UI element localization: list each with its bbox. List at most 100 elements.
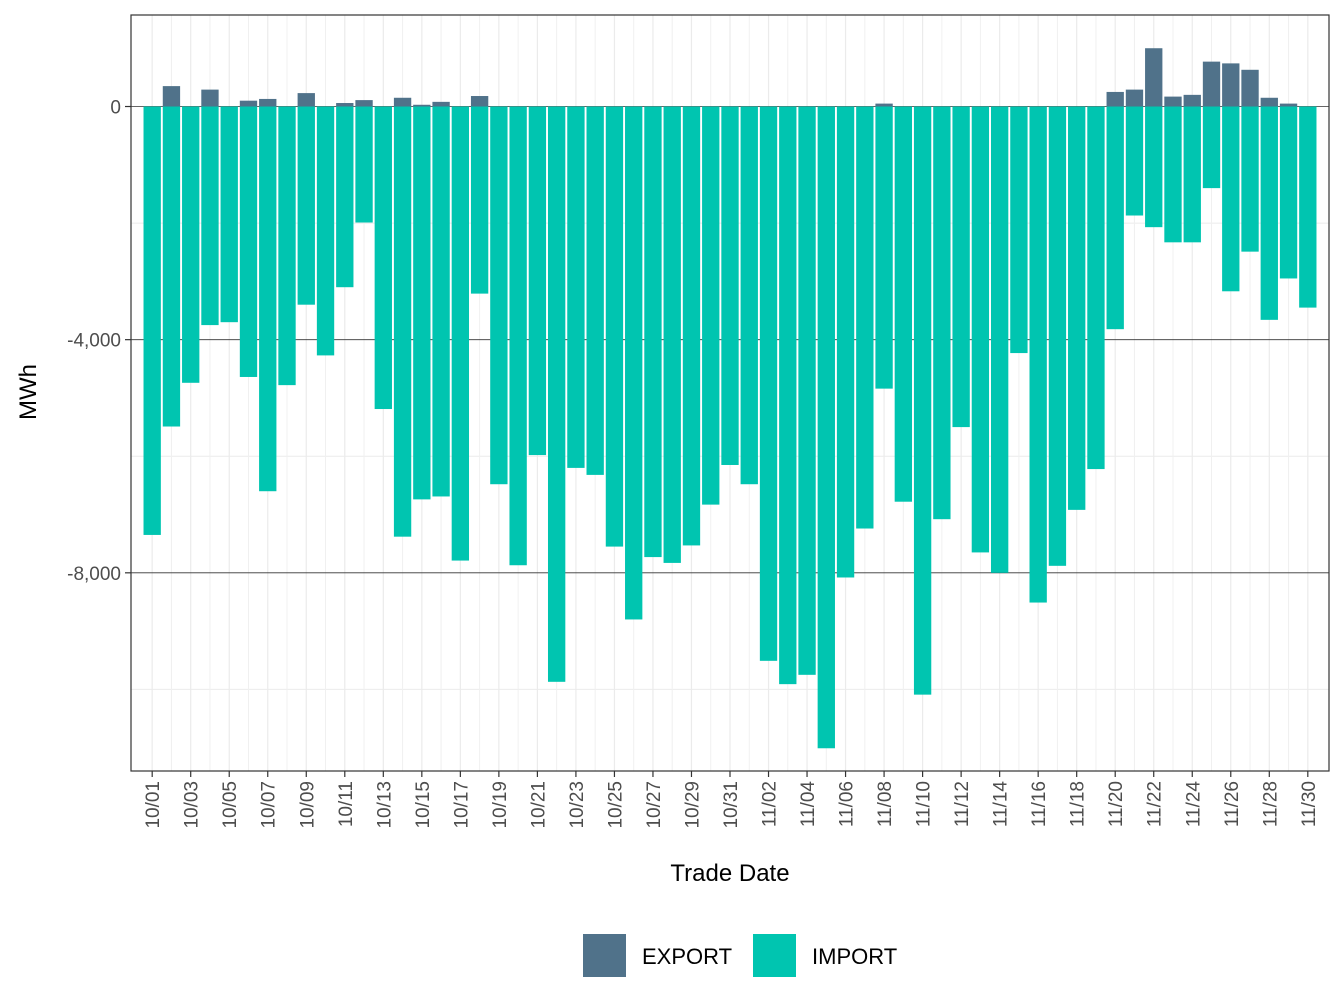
x-tick-label: 10/19 (490, 781, 511, 829)
x-tick-label: 11/24 (1183, 781, 1204, 828)
x-tick-label: 11/06 (837, 781, 858, 827)
bar-import-10-15 (413, 106, 431, 500)
bar-import-11-01 (740, 106, 758, 485)
x-tick-label: 10/25 (605, 781, 626, 829)
y-axis: 0 -4,000 -8,000 (67, 98, 131, 585)
x-tick-label: 10/31 (721, 781, 742, 829)
bar-import-11-12 (952, 106, 970, 428)
bar-import-11-08 (875, 106, 893, 389)
x-tick-label: 10/17 (451, 781, 472, 829)
bar-import-10-16 (432, 106, 450, 497)
bar-import-10-26 (625, 106, 643, 620)
x-tick-label: 11/16 (1029, 781, 1050, 827)
bar-import-11-29 (1279, 106, 1298, 279)
bar-import-11-21 (1125, 106, 1144, 216)
x-tick-label: 10/07 (259, 781, 280, 829)
bar-export-10-11 (336, 103, 354, 107)
bar-import-10-29 (682, 106, 701, 546)
bar-import-11-24 (1183, 106, 1201, 243)
bar-export-10-07 (259, 98, 277, 107)
bar-import-11-22 (1145, 106, 1163, 228)
bar-import-11-27 (1241, 106, 1259, 252)
bar-import-10-04 (201, 106, 219, 326)
x-tick-label: 10/29 (682, 781, 703, 829)
bar-import-10-10 (316, 106, 335, 356)
bar-export-11-08 (875, 103, 893, 107)
x-axis: 10/01 10/03 10/05 10/07 10/09 10/11 10/13 10/15… (143, 771, 1320, 829)
bar-import-11-28 (1260, 106, 1278, 320)
x-tick-label: 11/12 (952, 781, 973, 827)
bar-import-10-27 (644, 106, 662, 558)
x-tick-label: 10/13 (374, 781, 395, 829)
bar-import-10-25 (605, 106, 624, 547)
bar-import-10-30 (702, 106, 720, 505)
x-tick-label: 10/23 (567, 781, 588, 829)
x-tick-label: 11/22 (1145, 781, 1166, 827)
bar-import-10-12 (355, 106, 373, 223)
bar-export-10-14 (393, 97, 412, 107)
bar-import-10-18 (470, 106, 489, 294)
bar-export-11-23 (1164, 96, 1182, 107)
bar-import-11-19 (1087, 106, 1105, 470)
x-tick-label: 11/08 (875, 781, 896, 827)
bar-import-10-28 (663, 106, 681, 563)
bar-export-11-26 (1222, 63, 1240, 107)
bar-import-10-24 (586, 106, 604, 475)
bar-import-10-09 (297, 106, 315, 305)
bar-import-10-07 (259, 106, 277, 492)
x-tick-label: 11/28 (1260, 781, 1281, 827)
bar-import-10-06 (239, 106, 258, 377)
bar-import-11-03 (779, 106, 797, 685)
x-tick-label: 10/03 (182, 781, 203, 829)
bar-export-10-15 (413, 104, 431, 107)
bar-import-11-02 (759, 106, 778, 661)
bar-export-10-06 (239, 100, 258, 107)
bar-import-10-14 (393, 106, 412, 537)
export-series-bars (162, 48, 1298, 107)
bar-import-10-02 (162, 106, 181, 427)
bar-import-11-25 (1202, 106, 1221, 189)
bar-export-10-12 (355, 100, 373, 107)
bar-import-11-20 (1106, 106, 1124, 330)
legend-label-import: IMPORT (812, 944, 897, 969)
bar-export-10-02 (162, 86, 181, 107)
bar-import-10-05 (220, 106, 238, 323)
bar-import-10-23 (567, 106, 585, 468)
bar-export-11-29 (1279, 103, 1298, 107)
legend-swatch-import (753, 934, 796, 977)
bar-import-10-11 (336, 106, 354, 288)
bar-export-11-20 (1106, 91, 1124, 107)
bar-import-11-15 (1010, 106, 1028, 354)
bar-import-11-13 (971, 106, 990, 553)
x-axis-title: Trade Date (670, 860, 789, 887)
bar-import-10-19 (490, 106, 508, 485)
bar-import-10-21 (528, 106, 547, 456)
x-tick-label: 11/10 (914, 781, 935, 827)
bar-export-11-28 (1260, 97, 1278, 107)
x-tick-label: 11/14 (991, 781, 1012, 828)
x-tick-label: 11/04 (798, 781, 819, 828)
import-series-bars (143, 106, 1317, 749)
x-tick-label: 11/18 (1068, 781, 1089, 827)
bar-import-11-11 (933, 106, 951, 520)
bar-import-11-05 (817, 106, 835, 749)
x-tick-label: 11/02 (760, 781, 781, 827)
x-tick-label: 11/30 (1299, 781, 1320, 827)
bar-import-11-07 (856, 106, 874, 529)
bar-export-10-04 (201, 89, 219, 107)
bar-export-10-18 (470, 96, 489, 107)
bar-import-10-17 (451, 106, 470, 561)
bar-import-10-20 (509, 106, 527, 566)
y-tick-label: -4,000 (67, 331, 121, 352)
bar-import-10-22 (547, 106, 566, 682)
bar-import-10-03 (182, 106, 200, 383)
bar-import-11-16 (1029, 106, 1047, 603)
y-axis-title: MWh (15, 364, 42, 420)
bar-import-11-30 (1299, 106, 1317, 308)
bar-import-11-26 (1222, 106, 1240, 292)
x-tick-label: 11/20 (1106, 781, 1127, 827)
bar-import-11-04 (798, 106, 816, 675)
bar-export-11-21 (1125, 89, 1144, 107)
x-tick-label: 10/21 (528, 781, 549, 829)
x-tick-label: 10/15 (413, 781, 434, 829)
